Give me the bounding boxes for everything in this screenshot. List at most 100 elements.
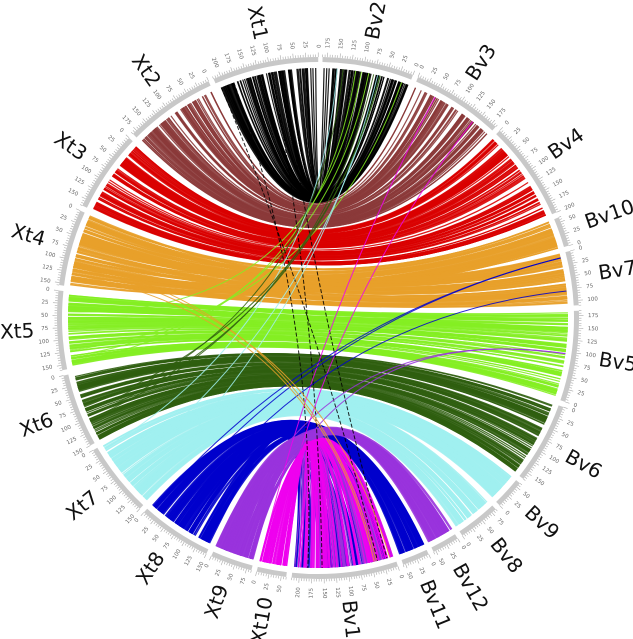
tick (385, 569, 388, 575)
tick-label: 75 (163, 541, 172, 551)
tick (116, 486, 120, 489)
link (83, 367, 538, 440)
ideogram-arc (519, 405, 564, 480)
tick-label: 100 (587, 296, 598, 303)
tick-label: 100 (261, 42, 269, 54)
segment-xt5: 0 25 50 75 100 125 150 (38, 287, 68, 372)
link (73, 265, 567, 301)
tick (231, 564, 233, 567)
link (68, 304, 568, 330)
tick (487, 118, 491, 121)
tick-label: 75 (240, 577, 248, 586)
tick (529, 470, 532, 473)
link (114, 171, 522, 246)
tick (176, 537, 179, 541)
link (104, 186, 532, 254)
tick (226, 70, 228, 74)
tick (212, 76, 214, 79)
link (69, 334, 563, 372)
tick (547, 441, 553, 444)
tick (449, 90, 452, 93)
tick (247, 569, 250, 573)
link (275, 441, 338, 568)
tick-label: 150 (125, 513, 137, 525)
tick-label: 50 (437, 558, 446, 567)
tick-label: 50 (98, 145, 108, 154)
tick-label: 50 (522, 136, 532, 145)
link (119, 75, 381, 472)
tick (62, 380, 65, 382)
link (85, 69, 344, 412)
tick (571, 377, 577, 380)
tick (550, 197, 553, 199)
link-group-xt6-bv2 (84, 69, 381, 420)
tick (486, 517, 489, 520)
tick (233, 68, 235, 71)
tick-label: 125 (334, 587, 341, 598)
tick (228, 563, 231, 567)
link (76, 254, 566, 297)
tick (572, 375, 576, 377)
tick (461, 96, 465, 101)
tick (141, 121, 145, 124)
tick-label: 100 (364, 41, 372, 53)
tick (194, 82, 198, 87)
tick-label: 75 (100, 485, 110, 494)
tick-label: 125 (541, 466, 553, 477)
tick (567, 239, 570, 242)
tick (474, 526, 477, 530)
tick (255, 571, 257, 577)
tick (98, 171, 102, 174)
link (259, 96, 436, 562)
tick (123, 139, 126, 142)
ideogram-arc (565, 250, 579, 306)
tick (552, 432, 555, 434)
link (98, 384, 517, 472)
tick-label: 50 (580, 377, 589, 385)
ideogram-arc (401, 549, 429, 565)
tick (157, 525, 160, 528)
tick (85, 193, 89, 195)
tick (524, 155, 529, 159)
tick (556, 210, 561, 213)
tick (393, 65, 396, 69)
link (68, 298, 569, 322)
tick-label: 0 (573, 402, 579, 409)
tick (82, 199, 85, 202)
tick-label: 100 (80, 165, 92, 176)
tick (560, 413, 564, 416)
tick (238, 566, 240, 570)
tick-label: 0 (204, 563, 211, 569)
tick (64, 389, 68, 392)
tick (548, 195, 552, 197)
link (135, 141, 497, 232)
tick (113, 482, 117, 485)
segment-label: Bv3 (460, 40, 501, 85)
tick (491, 512, 496, 517)
tick (459, 96, 462, 100)
tick (193, 85, 196, 88)
segment-label: Bv4 (543, 123, 588, 165)
tick-label: 100 (347, 586, 354, 598)
link (188, 100, 443, 211)
tick-label: 100 (38, 339, 49, 346)
tick (118, 488, 121, 491)
tick (66, 397, 70, 399)
ideogram-arc (57, 290, 68, 371)
tick-label: 50 (152, 534, 161, 544)
link (210, 87, 417, 205)
link (234, 438, 342, 568)
links-layer (67, 67, 569, 569)
tick (550, 436, 553, 439)
tick (100, 169, 103, 172)
link-group-xt4-bv1 (71, 261, 391, 562)
link (180, 102, 446, 213)
tick-label: 50 (568, 214, 577, 222)
tick (388, 62, 391, 68)
tick (178, 539, 181, 542)
link-group-xt1-bv1 (220, 70, 388, 569)
link-group-xt5-bv5 (67, 294, 569, 396)
tick-label: 75 (530, 147, 540, 156)
link-group-xt10-bv1 (259, 437, 394, 569)
